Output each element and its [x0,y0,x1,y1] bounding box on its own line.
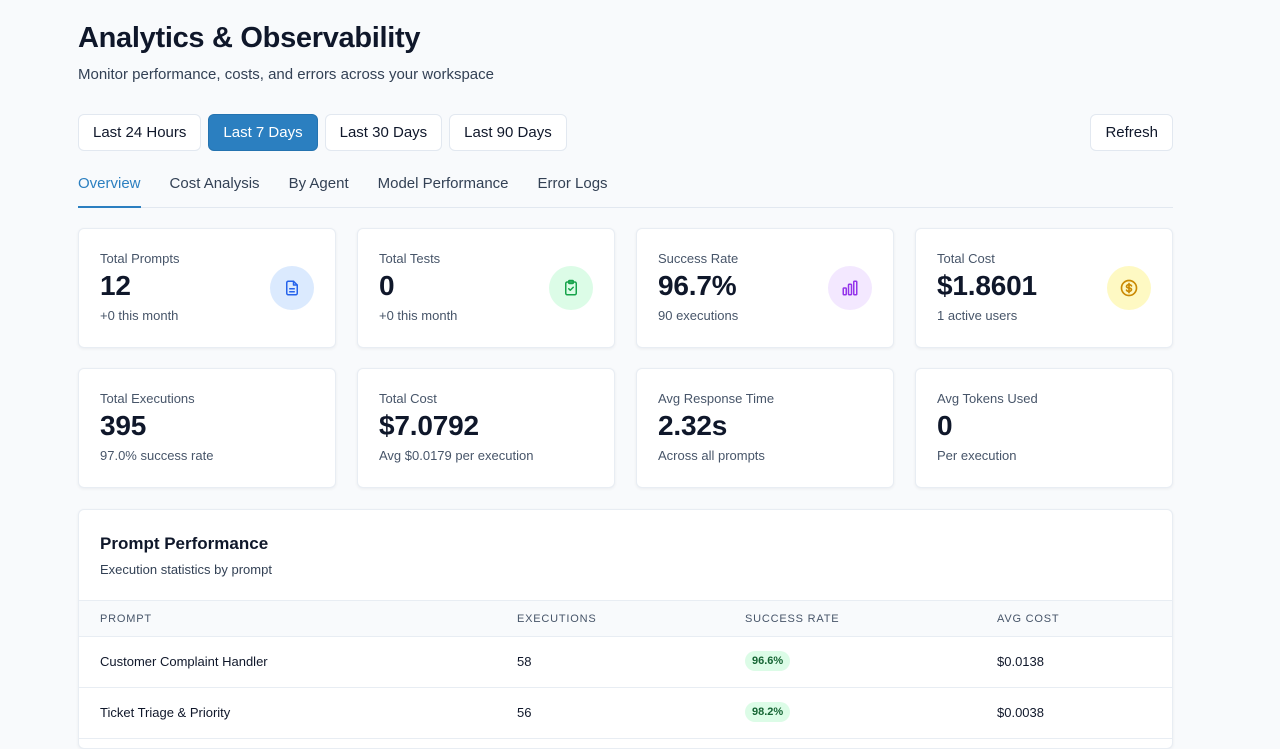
stat-card-total-prompts: Total Prompts 12 +0 this month [78,228,336,348]
stat-value: 2.32s [658,410,728,441]
avg-cost-value: $0.0038 [997,705,1044,720]
prompt-name: Customer Complaint Handler [100,654,268,669]
stat-label: Total Tests [379,251,441,266]
clipboard-check-icon [549,266,593,310]
tab-cost-analysis[interactable]: Cost Analysis [169,175,260,192]
stat-value: 12 [100,270,131,301]
executions-count: 58 [517,654,532,669]
refresh-button[interactable]: Refresh [1090,114,1173,151]
stat-subtext: 1 active users [937,308,1018,323]
tab-error-logs[interactable]: Error Logs [537,175,608,192]
stat-subtext: +0 this month [100,308,179,323]
bar-chart-icon [828,266,872,310]
page-title: Analytics & Observability [78,22,421,54]
stat-label: Total Executions [100,391,195,406]
success-rate-badge: 96.6% [745,651,791,671]
column-header-success-rate[interactable]: SUCCESS RATE [745,613,840,625]
stat-label: Avg Tokens Used [937,391,1038,406]
stat-subtext: Avg $0.0179 per execution [379,448,534,463]
range-7-days-button[interactable]: Last 7 Days [208,114,318,151]
stat-subtext: Per execution [937,448,1017,463]
time-range-selector: Last 24 Hours Last 7 Days Last 30 Days L… [78,114,567,151]
table-row[interactable]: Customer Complaint Handler 58 96.6% $0.0… [79,637,1172,688]
stat-label: Total Prompts [100,251,180,266]
stat-value: 395 [100,410,147,441]
executions-count: 56 [517,705,532,720]
stat-label: Total Cost [937,251,995,266]
document-icon [270,266,314,310]
stat-card-total-tests: Total Tests 0 +0 this month [357,228,615,348]
analytics-tabs: Overview Cost Analysis By Agent Model Pe… [78,166,1173,208]
tab-overview[interactable]: Overview [78,166,141,208]
stat-card-avg-response-time: Avg Response Time 2.32s Across all promp… [636,368,894,488]
prompt-name: Ticket Triage & Priority [100,705,231,720]
column-header-avg-cost[interactable]: AVG COST [997,613,1060,625]
stat-card-success-rate: Success Rate 96.7% 90 executions [636,228,894,348]
stat-value: $7.0792 [379,410,479,441]
stat-value: 0 [379,270,395,301]
summary-stats-row: Total Prompts 12 +0 this month Total Tes… [78,228,1173,348]
range-24-hours-button[interactable]: Last 24 Hours [78,114,202,151]
range-30-days-button[interactable]: Last 30 Days [324,114,443,151]
stat-value: 0 [937,410,953,441]
stat-value: $1.8601 [937,270,1037,301]
stat-card-execution-cost: Total Cost $7.0792 Avg $0.0179 per execu… [357,368,615,488]
prompt-performance-panel: Prompt Performance Execution statistics … [78,509,1173,749]
stat-label: Avg Response Time [658,391,775,406]
stat-card-total-cost: Total Cost $1.8601 1 active users [915,228,1173,348]
stat-label: Success Rate [658,251,739,266]
stat-label: Total Cost [379,391,437,406]
table-header: PROMPT EXECUTIONS SUCCESS RATE AVG COST [79,600,1172,637]
panel-subtitle: Execution statistics by prompt [100,562,272,577]
column-header-executions[interactable]: EXECUTIONS [517,613,597,625]
avg-cost-value: $0.0138 [997,654,1044,669]
stat-card-total-executions: Total Executions 395 97.0% success rate [78,368,336,488]
column-header-prompt[interactable]: PROMPT [100,613,152,625]
range-90-days-button[interactable]: Last 90 Days [449,114,567,151]
tab-by-agent[interactable]: By Agent [288,175,349,192]
tab-model-performance[interactable]: Model Performance [377,175,509,192]
dollar-circle-icon [1107,266,1151,310]
success-rate-badge: 98.2% [745,702,791,722]
stat-subtext: Across all prompts [658,448,765,463]
stat-subtext: 90 executions [658,308,739,323]
panel-title: Prompt Performance [100,534,269,553]
stat-subtext: 97.0% success rate [100,448,214,463]
stat-card-avg-tokens-used: Avg Tokens Used 0 Per execution [915,368,1173,488]
stat-subtext: +0 this month [379,308,458,323]
stat-value: 96.7% [658,270,737,301]
table-row[interactable]: Ticket Triage & Priority 56 98.2% $0.003… [79,688,1172,739]
page-subtitle: Monitor performance, costs, and errors a… [78,66,494,83]
execution-stats-row: Total Executions 395 97.0% success rate … [78,368,1173,488]
